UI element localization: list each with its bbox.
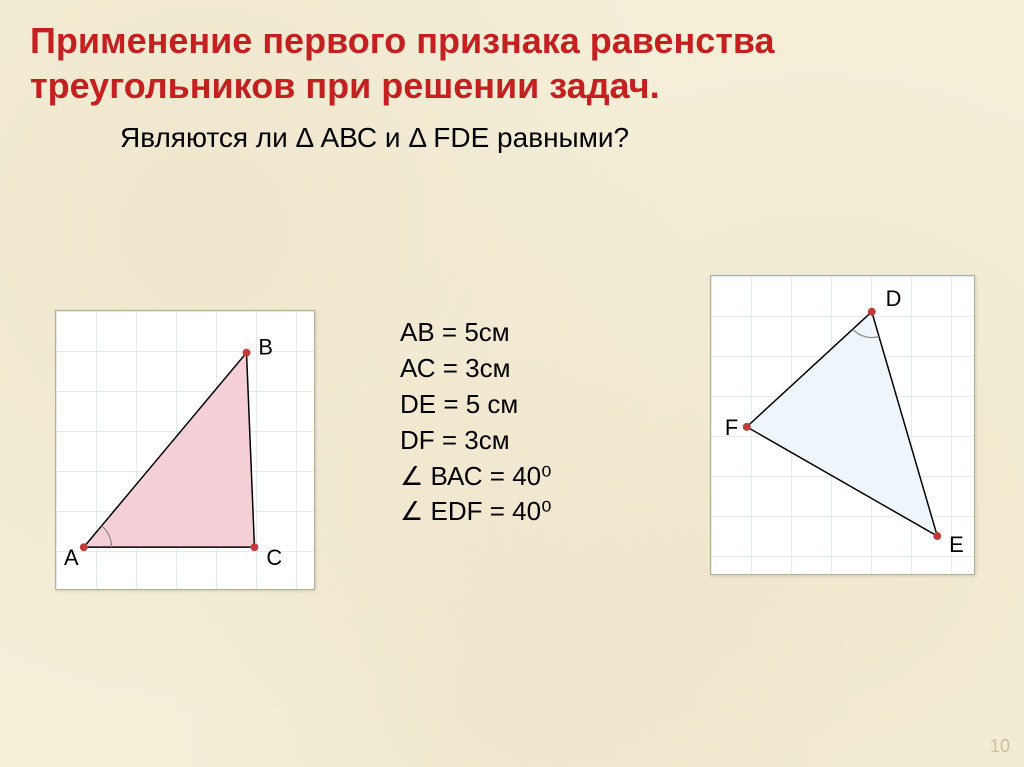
triangle-fde-figure: D F E: [710, 275, 975, 575]
vertex-a-dot: [80, 543, 88, 551]
triangle-fde-svg: D F E: [711, 276, 974, 574]
problem-question: Являются ли Δ АВС и Δ FDE равными?: [0, 112, 1024, 154]
vertex-f-dot: [743, 423, 751, 431]
page-number: 10: [990, 736, 1010, 757]
vertex-f-label: F: [725, 415, 738, 440]
vertex-c-label: C: [266, 545, 282, 570]
given-line-ab: АВ = 5см: [400, 315, 552, 351]
triangle-abc-svg: A B C: [56, 311, 314, 589]
given-line-df: DF = 3см: [400, 423, 552, 459]
triangle-abc-figure: A B C: [55, 310, 315, 590]
vertex-b-label: B: [258, 335, 273, 360]
given-data-block: АВ = 5см АС = 3см DE = 5 см DF = 3см ∠ В…: [400, 315, 552, 530]
vertex-d-label: D: [886, 286, 902, 311]
given-angle-bac: ∠ ВАС = 40⁰: [400, 459, 552, 495]
vertex-a-label: A: [64, 545, 79, 570]
vertex-b-dot: [243, 349, 251, 357]
triangle-fde: [747, 312, 938, 536]
vertex-e-label: E: [949, 532, 964, 557]
triangle-abc: [84, 353, 255, 547]
vertex-d-dot: [868, 308, 876, 316]
page-title: Применение первого признака равенства тр…: [0, 0, 1024, 112]
given-angle-edf: ∠ ЕDF = 40⁰: [400, 494, 552, 530]
vertex-e-dot: [933, 532, 941, 540]
given-line-de: DE = 5 см: [400, 387, 552, 423]
vertex-c-dot: [250, 543, 258, 551]
given-line-ac: АС = 3см: [400, 351, 552, 387]
